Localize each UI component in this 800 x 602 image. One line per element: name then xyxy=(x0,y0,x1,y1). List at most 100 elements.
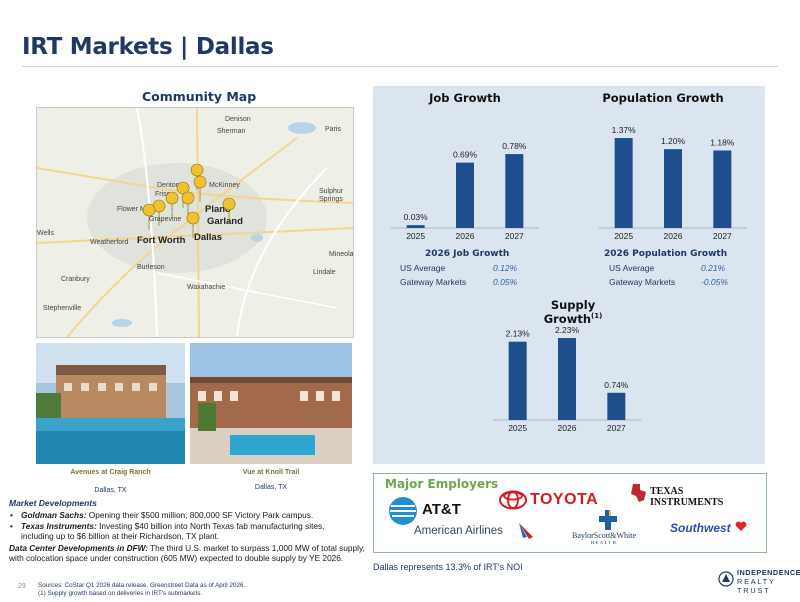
map-label: Stephenville xyxy=(43,305,82,312)
texas-instruments-logo: Texas Instruments xyxy=(650,486,723,508)
map-graphic xyxy=(37,108,353,337)
chart-tick-label: 2027 xyxy=(505,231,524,241)
market-developments-heading: Market Developments xyxy=(9,498,97,508)
chart-tick-label: 2025 xyxy=(406,231,425,241)
ti-line2: Instruments xyxy=(650,497,724,508)
map-label: McKinney xyxy=(209,182,240,189)
chart-tick-label: 2025 xyxy=(614,231,633,241)
chart-bar xyxy=(406,225,425,228)
market-developments-list: • Goldman Sachs: Opening their $500 mill… xyxy=(9,510,359,542)
chart-data-label: 1.20% xyxy=(661,136,686,146)
chart-bar xyxy=(456,162,474,228)
supply-growth-chart: 2.13% 2025 2.23% 2026 0.74% 2027 xyxy=(493,325,641,433)
chart-data-label: 2.13% xyxy=(506,329,531,339)
map-label: Denison xyxy=(225,116,251,123)
stat-label: US Average xyxy=(400,263,446,273)
stat-value: -0.05% xyxy=(701,277,728,287)
page-number: 29 xyxy=(18,583,26,590)
chart-bar xyxy=(713,150,732,228)
southwest-logo: Southwest xyxy=(670,521,731,535)
southwest-heart-icon xyxy=(735,521,747,531)
map-label: Paris xyxy=(325,126,341,133)
map-label: Garland xyxy=(207,216,243,227)
data-center-label: Data Center Developments in DFW: xyxy=(9,543,148,553)
data-center-text: The third U.S. market to surpass 1,000 M… xyxy=(9,543,365,564)
list-item: • Texas Instruments: Investing $40 billi… xyxy=(9,521,359,541)
development-text: Investing $40 billion into North Texas f… xyxy=(21,521,325,541)
supply-growth-label: Supply Growth xyxy=(543,298,596,326)
chart-data-label: 0.74% xyxy=(604,380,629,390)
data-center-note: Data Center Developments in DFW: The thi… xyxy=(9,543,369,564)
brand-line1: INDEPENDENCE xyxy=(737,568,800,577)
toyota-emblem-icon xyxy=(499,490,527,510)
major-employers-heading: Major Employers xyxy=(385,477,499,491)
property-photo-knoll-trail xyxy=(190,343,352,464)
chart-bar xyxy=(614,138,633,228)
toyota-logo: TOYOTA xyxy=(530,491,599,508)
chart-tick-label: 2026 xyxy=(664,231,683,241)
growth-panel: Job Growth Population Growth 0.03% 2025 0.… xyxy=(373,86,765,464)
map-label: Fort Worth xyxy=(137,235,186,246)
map-label: Plano xyxy=(205,204,231,215)
stat-label: Gateway Markets xyxy=(609,277,676,287)
map-label: Weatherford xyxy=(90,239,129,246)
map-label: Lindale xyxy=(313,269,336,276)
footnote-text: (1) Supply growth based on deliveries in… xyxy=(38,590,203,598)
map-label: Denton xyxy=(157,182,180,189)
community-map[interactable]: Denison Sherman Paris Denton McKinney Fr… xyxy=(36,107,354,338)
stat-value: 0.12% xyxy=(493,263,518,273)
map-label: Grapevine xyxy=(149,216,182,223)
chart-data-label: 0.78% xyxy=(502,141,527,151)
development-text: Opening their $500 million, 800,000 SF V… xyxy=(86,510,314,520)
chart-data-label: 0.03% xyxy=(404,212,429,222)
map-label: Waxahachie xyxy=(187,284,226,291)
bullet: • xyxy=(10,521,13,531)
job-growth-chart: 0.03% 2025 0.69% 2026 0.78% 2027 xyxy=(391,141,539,241)
bullet: • xyxy=(10,510,13,520)
map-label: Sherman xyxy=(217,128,246,135)
title-divider xyxy=(22,66,778,67)
stat-label: Gateway Markets xyxy=(400,277,467,287)
stat-value: 0.21% xyxy=(701,263,726,273)
noi-note: Dallas represents 13.3% of IRT's NOI xyxy=(373,562,523,572)
pop-stats-title: 2026 Population Growth xyxy=(604,249,728,259)
stat-value: 0.05% xyxy=(493,277,518,287)
chart-bar xyxy=(607,392,626,420)
chart-tick-label: 2027 xyxy=(607,423,626,433)
map-label: Mineola xyxy=(329,251,354,258)
chart-data-label: 2.23% xyxy=(555,325,580,335)
property-location: Dallas, TX xyxy=(94,487,127,494)
att-logo: AT&T xyxy=(422,501,461,518)
map-label: Dallas xyxy=(194,232,222,243)
property-location: Dallas, TX xyxy=(254,484,288,491)
chart-data-label: 1.37% xyxy=(612,125,637,135)
american-airlines-eagle-icon xyxy=(519,523,533,539)
supply-growth-title: Supply Growth(1) xyxy=(523,298,623,326)
sources-text: Sources: CoStar Q1 2026 data release. Gr… xyxy=(38,582,246,589)
property-photo-craig-ranch xyxy=(36,343,185,464)
population-growth-title: Population Growth xyxy=(602,91,724,105)
property-name: Avenues at Craig Ranch xyxy=(70,469,151,476)
map-label: Frisco xyxy=(155,191,175,198)
brand-line2: REALTY TRUST xyxy=(737,577,776,595)
map-label: Cranbury xyxy=(61,276,90,283)
company-name: Goldman Sachs: xyxy=(21,510,87,520)
baylor-line1: BaylorScott&White xyxy=(572,531,636,540)
sources-note: Sources: CoStar Q1 2026 data release. Gr… xyxy=(38,582,245,599)
irt-brand-name: INDEPENDENCE REALTY TRUST xyxy=(737,568,800,595)
page-title: IRT Markets | Dallas xyxy=(22,34,274,60)
american-airlines-logo: American Airlines xyxy=(414,525,503,537)
chart-bar xyxy=(558,338,576,420)
ti-texas-icon xyxy=(631,484,646,502)
job-stats-title: 2026 Job Growth xyxy=(425,249,510,259)
footnote-ref: (1) xyxy=(591,312,603,321)
chart-data-label: 1.18% xyxy=(710,137,735,147)
map-label: Burleson xyxy=(137,264,165,271)
irt-brand-icon xyxy=(718,571,734,587)
map-label: Wells xyxy=(37,230,54,237)
community-map-heading: Community Map xyxy=(142,89,257,104)
chart-tick-label: 2027 xyxy=(713,231,732,241)
population-growth-chart: 1.37% 2025 1.20% 2026 1.18% 2027 xyxy=(599,125,747,241)
chart-bar xyxy=(505,154,524,228)
ti-line1: Texas xyxy=(650,486,684,497)
